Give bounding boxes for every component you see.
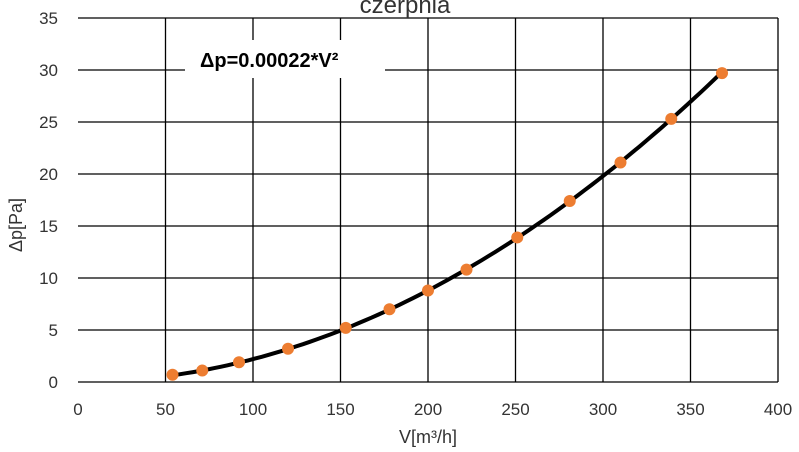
gridlines: [78, 17, 779, 383]
data-point: [665, 112, 678, 125]
x-tick-label: 100: [239, 400, 267, 419]
trendline-equation: Δp=0.00022*V²: [200, 50, 339, 72]
trendline-curve: [170, 70, 724, 378]
y-tick-label: 30: [39, 61, 58, 80]
data-point: [282, 342, 294, 355]
trendline: [170, 70, 724, 378]
data-point: [563, 195, 576, 208]
y-tick-label: 20: [39, 165, 58, 184]
data-point: [511, 231, 524, 244]
tick-labels: 0 50 100 150 200 250 300 350 400 0 5 10 15 20 25 30 35: [39, 9, 792, 419]
data-point: [339, 321, 352, 334]
y-tick-label: 35: [39, 9, 58, 28]
y-tick-label: 5: [49, 321, 58, 340]
y-tick-label: 25: [39, 113, 58, 132]
data-point: [166, 368, 179, 381]
x-tick-label: 400: [764, 400, 792, 419]
data-point: [422, 284, 434, 297]
x-tick-label: 250: [501, 400, 529, 419]
y-tick-label: 0: [49, 373, 58, 392]
x-tick-label: 0: [73, 400, 82, 419]
x-tick-label: 150: [326, 400, 354, 419]
y-axis-title: Δp[Pa]: [6, 198, 26, 252]
x-tick-label: 350: [676, 400, 704, 419]
data-point: [460, 263, 473, 276]
x-axis-title: V[m³/h]: [399, 427, 457, 447]
data-point: [233, 356, 245, 369]
y-tick-label: 10: [39, 269, 58, 288]
y-tick-label: 15: [39, 217, 58, 236]
annotation-box: [185, 40, 385, 78]
data-points: [166, 67, 728, 381]
data-point: [716, 67, 728, 80]
x-tick-label: 200: [414, 400, 442, 419]
title-box: [300, 0, 500, 14]
x-tick-label: 50: [156, 400, 175, 419]
chart-title: czerpnia: [360, 0, 451, 19]
x-tick-label: 300: [589, 400, 617, 419]
data-point: [383, 303, 396, 316]
data-point: [614, 156, 627, 169]
data-point: [196, 364, 209, 377]
